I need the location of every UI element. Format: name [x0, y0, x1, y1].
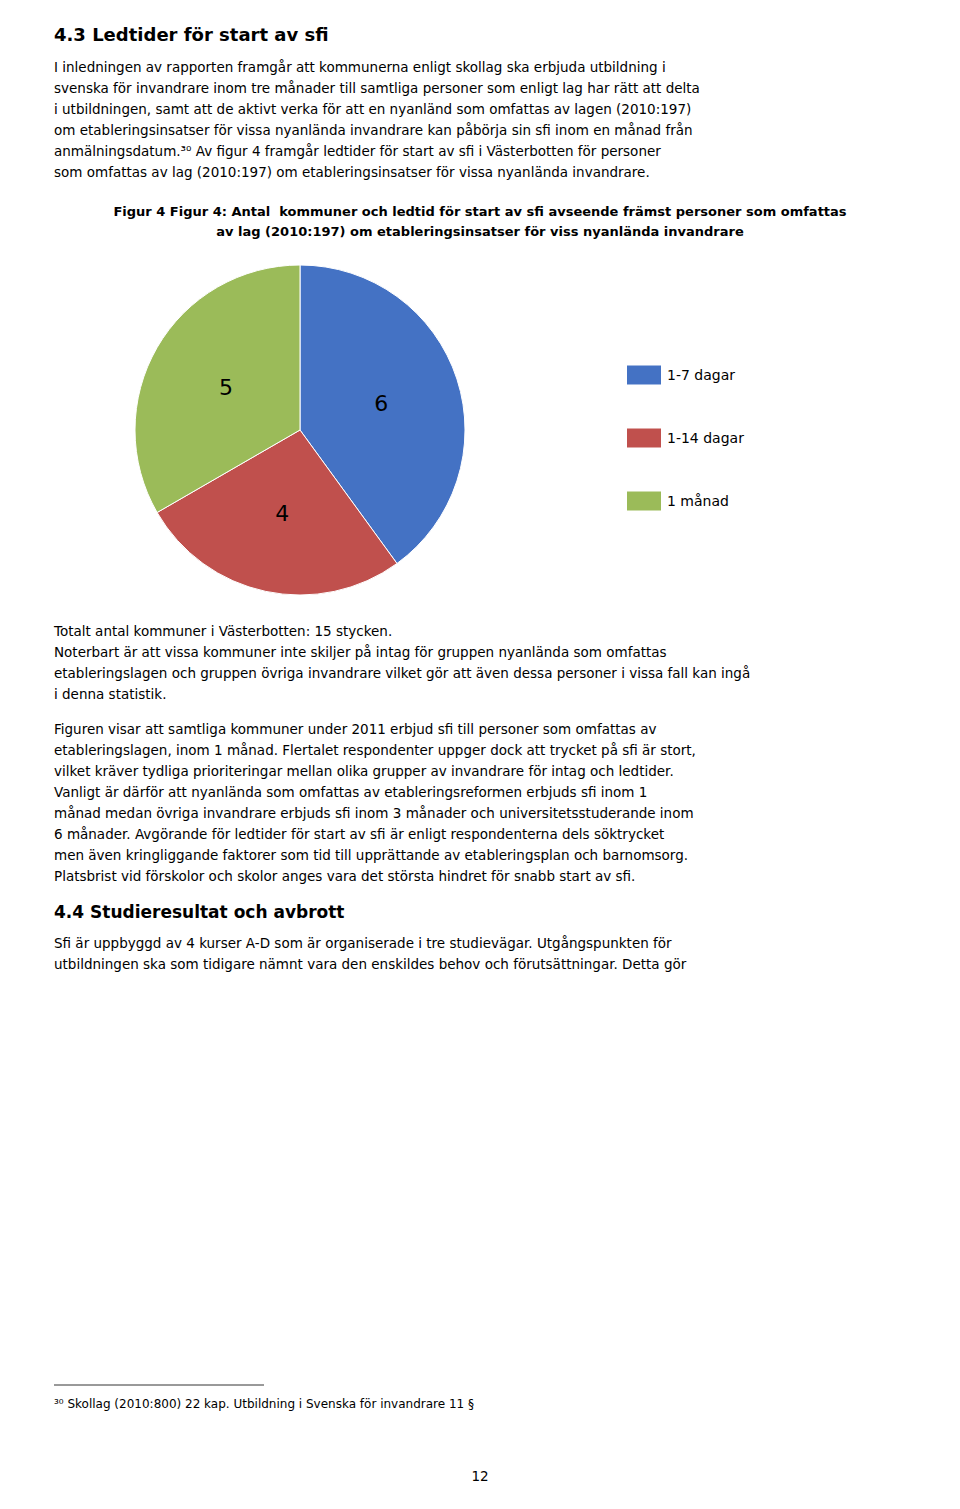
svg-text:i utbildningen, samt att de ak: i utbildningen, samt att de aktivt verka…: [54, 101, 691, 117]
svg-text:Noterbart är att vissa kommune: Noterbart är att vissa kommuner inte ski…: [54, 644, 667, 660]
svg-text:Totalt antal kommuner i Väster: Totalt antal kommuner i Västerbotten: 15…: [53, 623, 392, 639]
svg-text:12: 12: [471, 1468, 488, 1484]
svg-text:6: 6: [374, 391, 388, 416]
svg-text:I inledningen av rapporten fra: I inledningen av rapporten framgår att k…: [54, 59, 666, 75]
svg-text:4.4 Studieresultat och avbrott: 4.4 Studieresultat och avbrott: [54, 902, 344, 922]
svg-text:men även kringliggande faktore: men även kringliggande faktorer som tid …: [54, 847, 688, 863]
svg-text:anmälningsdatum.³⁰ Av figur 4: anmälningsdatum.³⁰ Av figur 4 framgår le…: [54, 143, 661, 159]
svg-text:4: 4: [275, 501, 289, 526]
svg-text:Platsbrist vid förskolor och s: Platsbrist vid förskolor och skolor ange…: [54, 868, 635, 884]
svg-text:i denna statistik.: i denna statistik.: [54, 686, 166, 702]
svg-text:6 månader. Avgörande för ledti: 6 månader. Avgörande för ledtider för st…: [54, 826, 664, 842]
svg-text:månad medan övriga invandrare: månad medan övriga invandrare erbjuds sf…: [54, 805, 694, 821]
svg-text:utbildningen ska som tidigare: utbildningen ska som tidigare nämnt vara…: [54, 956, 687, 972]
svg-text:Figuren visar att samtliga kom: Figuren visar att samtliga kommuner unde…: [54, 721, 656, 737]
svg-text:1-14 dagar: 1-14 dagar: [667, 430, 744, 446]
svg-text:Sfi är uppbyggd av 4 kurser A-: Sfi är uppbyggd av 4 kurser A-D som är o…: [54, 935, 672, 951]
svg-text:5: 5: [219, 375, 233, 400]
svg-text:1-7 dagar: 1-7 dagar: [667, 367, 735, 383]
svg-text:etableringslagen, inom 1 månad: etableringslagen, inom 1 månad. Flertale…: [54, 742, 696, 758]
svg-text:1 månad: 1 månad: [667, 493, 729, 509]
svg-text:som omfattas av lag (2010:197): som omfattas av lag (2010:197) om etable…: [54, 164, 650, 180]
svg-text:av lag (2010:197) om etablerin: av lag (2010:197) om etableringsinsatser…: [216, 224, 744, 239]
svg-text:etableringslagen och gruppen ö: etableringslagen och gruppen övriga inva…: [54, 665, 750, 681]
svg-text:Vanligt är därför att nyanländ: Vanligt är därför att nyanlända som omfa…: [54, 784, 647, 800]
svg-text:svenska för invandrare inom tr: svenska för invandrare inom tre månader …: [54, 80, 700, 96]
svg-text:³⁰ Skollag (2010:800) 22 kap.: ³⁰ Skollag (2010:800) 22 kap. Utbildning…: [54, 1397, 474, 1411]
svg-text:Figur 4 Figur 4: Antal kommun: Figur 4 Figur 4: Antal kommuner och ledt…: [113, 204, 846, 219]
svg-text:om etableringsinsatser för vis: om etableringsinsatser för vissa nyanlän…: [54, 122, 693, 138]
svg-text:vilket kräver tydliga priorite: vilket kräver tydliga prioriteringar mel…: [54, 763, 674, 779]
svg-text:4.3 Ledtider för start av sfi: 4.3 Ledtider för start av sfi: [54, 24, 328, 45]
